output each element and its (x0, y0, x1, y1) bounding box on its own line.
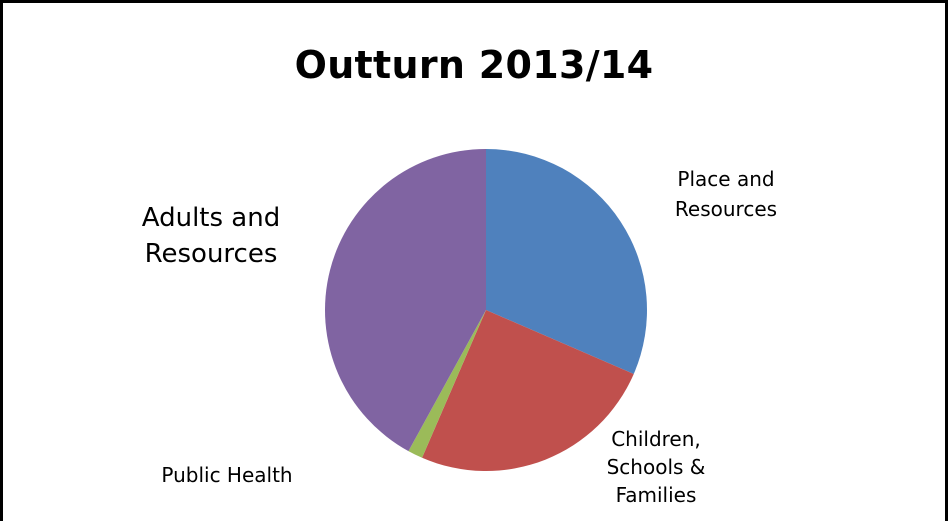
pie-slice-public-health (408, 310, 486, 458)
pie-slices (324, 149, 648, 472)
pie-label-children-schools-families: Children, Schools & Families (607, 427, 706, 507)
pie-label-place-and-resources: Place and Resources (675, 167, 777, 221)
pie-label-public-health: Public Health (161, 463, 292, 487)
pie-slice-adults-and-resources (324, 149, 486, 452)
pie-label-adults-and-resources: Adults and Resources (142, 203, 280, 269)
chart-title: Outturn 2013/14 (294, 43, 654, 87)
pie-slice-children-schools-families (422, 310, 634, 472)
pie-labels: Place and Resources Children, Schools & Fami… (142, 167, 777, 507)
pie-slice-place-and-resources (486, 149, 648, 374)
